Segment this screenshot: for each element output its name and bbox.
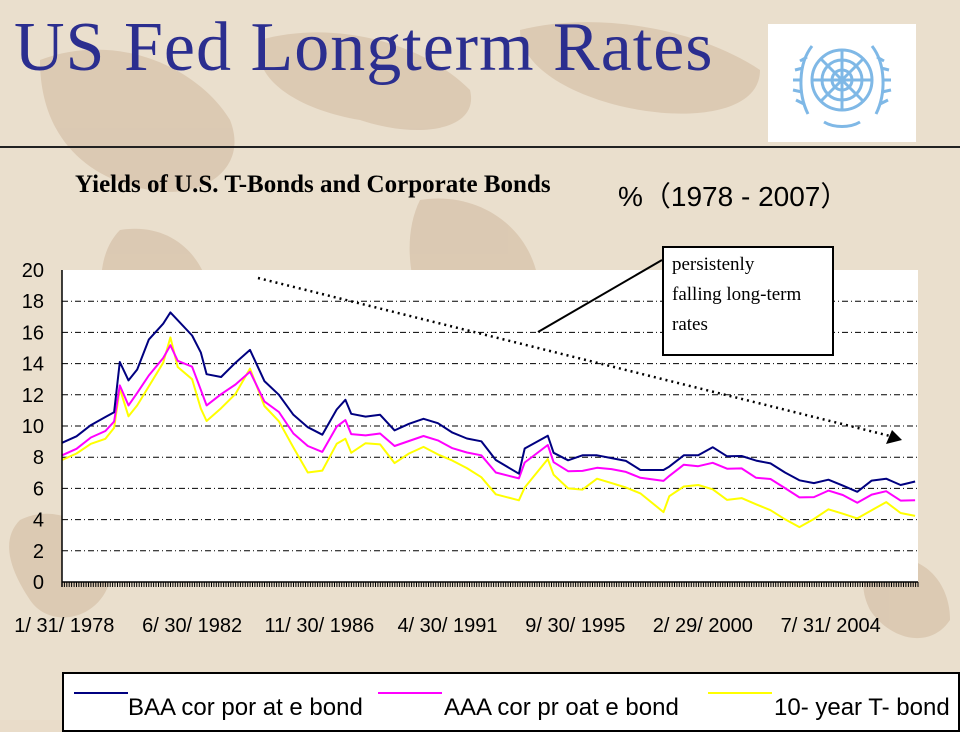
- title-divider: [0, 146, 960, 148]
- y-tick-label: 4: [33, 510, 44, 532]
- y-tick-label: 10: [22, 416, 44, 438]
- y-tick-label: 18: [22, 291, 44, 313]
- chart-unit-label: %（1978 - 2007）: [618, 181, 849, 212]
- annotation-line-2: falling long-term: [672, 284, 802, 305]
- legend-label-aaa: AAA cor pr oat e bond: [444, 694, 679, 721]
- y-tick-label: 8: [33, 447, 44, 469]
- series-line-baa: [61, 311, 916, 493]
- x-tick-label: 6/ 30/ 1982: [142, 615, 242, 637]
- y-tick-label: 6: [33, 478, 44, 500]
- trend-arrow: [257, 276, 891, 438]
- y-tick-label: 16: [22, 322, 44, 344]
- annotation-callout: persistenly falling long-term rates: [662, 246, 834, 356]
- legend-swatch-tbond: [708, 692, 772, 694]
- x-tick-label: 7/ 31/ 2004: [781, 615, 881, 637]
- chart-title: Yields of U.S. T-Bonds and Corporate Bon…: [75, 171, 551, 198]
- y-tick-label: 20: [22, 260, 44, 282]
- annotation-line-3: rates: [672, 314, 708, 335]
- y-tick-label: 2: [33, 541, 44, 563]
- annotation-line-1: persistenly: [672, 254, 755, 275]
- legend-label-tbond: 10- year T- bond: [774, 694, 950, 721]
- y-tick-label: 14: [22, 354, 44, 376]
- trend-arrow-head: [886, 430, 902, 444]
- callout-pointer: [537, 259, 663, 333]
- series-line-aaa: [61, 344, 916, 504]
- chart-legend: BAA cor por at e bond AAA cor pr oat e b…: [62, 672, 960, 732]
- legend-swatch-baa: [74, 692, 128, 694]
- un-emblem-icon: [768, 24, 916, 142]
- legend-label-baa: BAA cor por at e bond: [128, 694, 363, 721]
- x-tick-label: 9/ 30/ 1995: [525, 615, 625, 637]
- y-tick-label: 12: [22, 385, 44, 407]
- x-tick-label: 1/ 31/ 1978: [14, 615, 114, 637]
- y-tick-label: 0: [33, 572, 44, 594]
- x-tick-label: 2/ 29/ 2000: [653, 615, 753, 637]
- legend-swatch-aaa: [378, 692, 442, 694]
- slide-title: US Fed Longterm Rates: [14, 9, 714, 86]
- x-tick-label: 4/ 30/ 1991: [397, 615, 497, 637]
- x-tick-label: 11/ 30/ 1986: [265, 615, 375, 637]
